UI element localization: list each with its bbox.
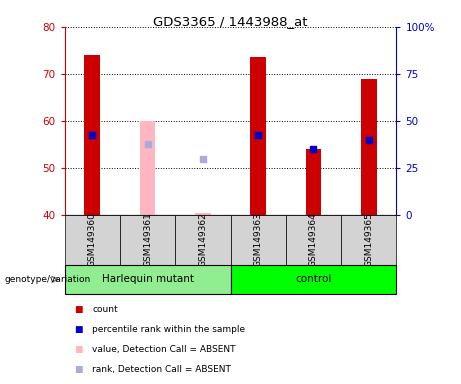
Bar xyxy=(140,121,155,215)
Text: GSM149364: GSM149364 xyxy=(309,213,318,267)
Point xyxy=(89,132,96,138)
Bar xyxy=(175,215,230,265)
Bar xyxy=(65,265,230,294)
Bar xyxy=(65,215,120,265)
Bar xyxy=(120,215,175,265)
Bar xyxy=(306,149,321,215)
Text: count: count xyxy=(92,305,118,314)
Bar xyxy=(250,58,266,215)
Bar xyxy=(195,213,211,215)
Text: percentile rank within the sample: percentile rank within the sample xyxy=(92,324,245,334)
Bar xyxy=(341,215,396,265)
Bar xyxy=(230,215,286,265)
Text: GSM149365: GSM149365 xyxy=(364,213,373,267)
Point xyxy=(144,141,151,147)
Text: GSM149363: GSM149363 xyxy=(254,213,263,267)
Text: GSM149362: GSM149362 xyxy=(198,213,207,267)
Text: genotype/variation: genotype/variation xyxy=(5,275,91,284)
Text: Harlequin mutant: Harlequin mutant xyxy=(101,274,194,285)
Text: GDS3365 / 1443988_at: GDS3365 / 1443988_at xyxy=(153,15,308,28)
Bar xyxy=(230,265,396,294)
Point xyxy=(365,137,372,143)
Text: ■: ■ xyxy=(74,344,83,354)
Text: value, Detection Call = ABSENT: value, Detection Call = ABSENT xyxy=(92,344,236,354)
Text: ■: ■ xyxy=(74,305,83,314)
Bar xyxy=(84,55,100,215)
Text: rank, Detection Call = ABSENT: rank, Detection Call = ABSENT xyxy=(92,364,231,374)
Point xyxy=(199,156,207,162)
Bar xyxy=(361,79,377,215)
Text: GSM149361: GSM149361 xyxy=(143,213,152,267)
Point xyxy=(310,146,317,152)
Text: ■: ■ xyxy=(74,324,83,334)
Text: GSM149360: GSM149360 xyxy=(88,213,97,267)
Text: control: control xyxy=(296,274,331,285)
Point xyxy=(254,132,262,138)
Bar xyxy=(286,215,341,265)
Text: ■: ■ xyxy=(74,364,83,374)
